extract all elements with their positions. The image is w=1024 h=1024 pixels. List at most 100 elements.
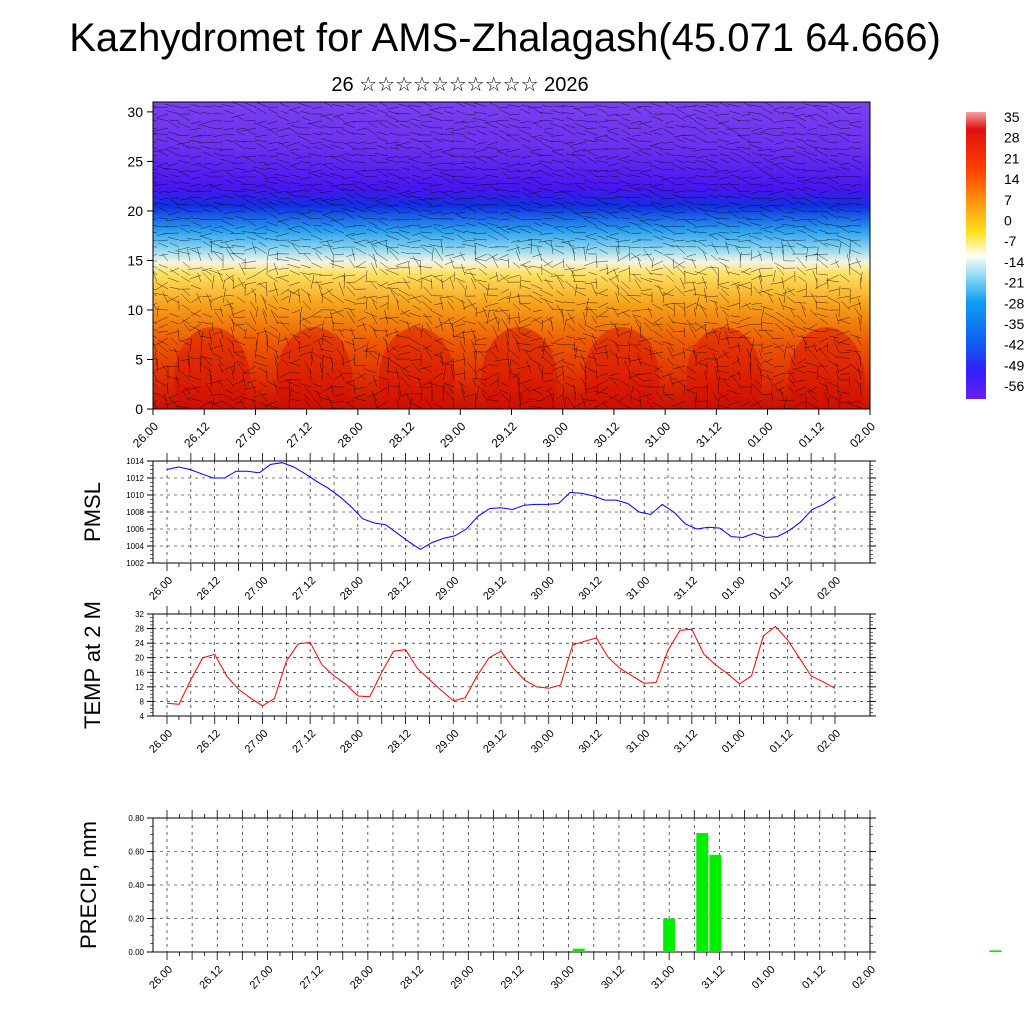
wind-barb <box>486 168 499 171</box>
x-tick-label: 01.12 <box>796 419 827 450</box>
warm-core <box>788 327 865 409</box>
wind-barb <box>346 311 356 325</box>
wind-barb <box>595 323 609 328</box>
wind-barb <box>795 386 807 392</box>
wind-barb <box>330 400 345 403</box>
wind-barb <box>461 299 466 311</box>
wind-barb <box>326 288 334 297</box>
wind-barb <box>377 211 389 215</box>
wind-barb <box>230 232 246 235</box>
wind-barb <box>312 188 323 192</box>
wind-barb <box>276 190 290 193</box>
wind-barb <box>233 316 246 318</box>
wind-barb <box>331 156 345 164</box>
wind-barb <box>289 217 301 220</box>
wind-barb <box>781 241 785 255</box>
wind-barb <box>489 131 499 136</box>
wind-barb <box>312 133 323 136</box>
wind-barb <box>531 191 543 199</box>
wind-barb <box>818 382 829 388</box>
wind-barb <box>268 303 279 311</box>
wind-barb <box>487 399 499 402</box>
wind-barb <box>643 321 653 332</box>
wind-barb <box>506 228 521 234</box>
wind-barb <box>637 120 653 126</box>
wind-barb <box>338 328 345 339</box>
x-tick-label: 27.00 <box>232 419 263 450</box>
wind-barb <box>366 239 378 244</box>
wind-barb <box>176 206 191 213</box>
wind-barb <box>663 264 675 276</box>
wind-barb <box>209 241 224 248</box>
wind-barb <box>478 207 488 213</box>
wind-barb <box>243 198 257 206</box>
wind-barb <box>409 346 422 353</box>
wind-barb <box>660 176 675 181</box>
wind-barb <box>769 197 785 202</box>
wind-barb <box>782 305 796 311</box>
wind-barb <box>289 162 301 167</box>
wind-barb <box>345 382 356 388</box>
wind-barb <box>653 159 664 164</box>
wind-barb <box>573 106 587 110</box>
wind-barb <box>224 389 235 395</box>
wind-barb <box>364 147 378 150</box>
wind-barb <box>673 225 686 227</box>
wind-barb <box>257 391 268 402</box>
wind-barb <box>846 190 862 195</box>
wind-barb <box>332 218 345 227</box>
wind-barb <box>518 374 521 388</box>
wind-barb <box>673 176 686 180</box>
wind-barb <box>211 241 213 255</box>
wind-barb <box>805 283 807 297</box>
wind-barb <box>607 113 620 116</box>
wind-barb <box>751 323 763 325</box>
wind-barb <box>212 205 224 213</box>
wind-barb <box>376 169 389 171</box>
wind-barb <box>242 141 257 143</box>
wind-barb <box>287 127 301 136</box>
wind-barb <box>439 172 455 178</box>
wind-barb <box>345 232 356 236</box>
wind-barb <box>751 253 763 259</box>
wind-barb <box>736 176 752 179</box>
wind-barb <box>224 294 235 297</box>
wind-barb <box>519 136 532 143</box>
x-tick-label: 28.00 <box>338 728 366 756</box>
wind-barb <box>421 246 433 255</box>
wind-barb <box>428 183 444 187</box>
wind-barb <box>748 235 763 241</box>
wind-barb <box>683 105 697 108</box>
wind-barb <box>246 288 257 296</box>
wind-barb <box>385 181 400 185</box>
wind-barb <box>676 302 686 311</box>
wind-barb <box>737 342 741 353</box>
wind-barb <box>666 274 675 283</box>
x-tick-label: 28.00 <box>335 419 366 450</box>
wind-barb <box>850 334 862 339</box>
wind-barb <box>607 377 620 381</box>
wind-barb <box>804 103 818 108</box>
wind-barb <box>840 106 851 109</box>
wind-barb <box>824 242 840 248</box>
wind-barb <box>551 214 565 220</box>
wind-barb <box>279 379 290 383</box>
wind-barb <box>802 169 818 172</box>
wind-barb <box>826 279 840 283</box>
wind-barb <box>705 158 719 164</box>
x-tick-label: 26.12 <box>197 964 225 992</box>
wind-barb <box>387 287 400 290</box>
wind-barb <box>508 359 512 374</box>
wind-barb <box>430 310 444 318</box>
colorbar-label: -49 <box>1004 357 1024 373</box>
wind-barb <box>828 167 840 171</box>
wind-barb <box>729 202 741 206</box>
wind-barb <box>209 269 224 276</box>
wind-barb <box>840 372 851 376</box>
wind-barb <box>374 197 389 202</box>
wind-barb <box>345 192 356 199</box>
wind-barb <box>159 197 169 201</box>
wind-barb <box>553 225 565 228</box>
wind-barb <box>551 159 565 164</box>
wind-barb <box>220 267 235 271</box>
